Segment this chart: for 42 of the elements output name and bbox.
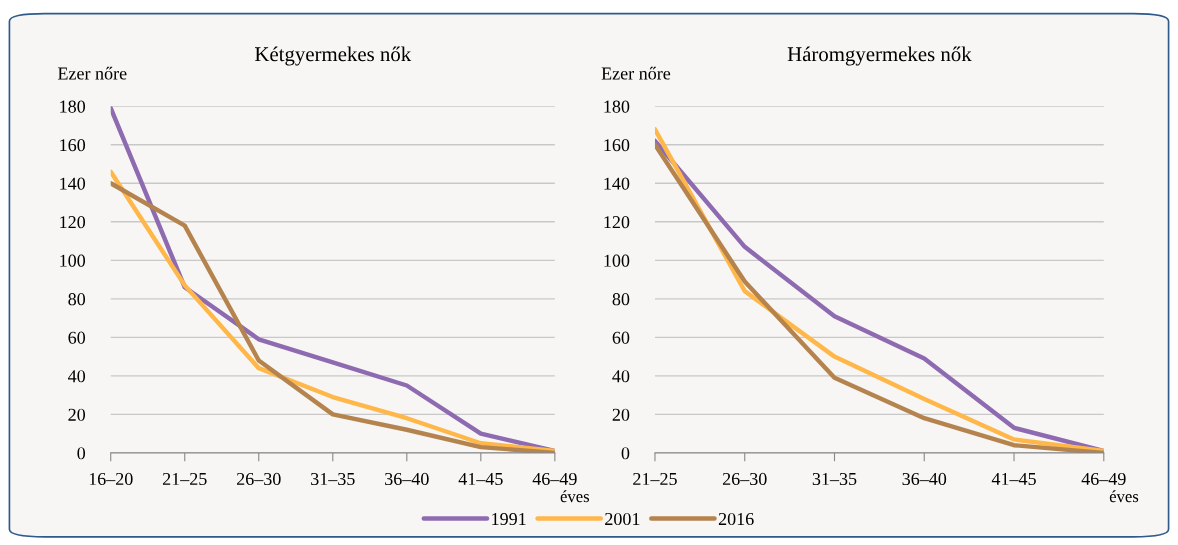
y-tick-label: 100 xyxy=(604,254,630,267)
y-tick-label: 20 xyxy=(68,408,86,421)
y-tick-label: 40 xyxy=(68,370,86,383)
x-tick-label: 41–45 xyxy=(991,472,1036,486)
y-tick-label: 180 xyxy=(60,100,86,113)
chart-title: Háromgyermekes nők xyxy=(787,46,972,66)
y-axis-title: Ezer nőre xyxy=(601,66,671,80)
legend-label: 1991 xyxy=(492,512,526,526)
x-tick-label: 46–49 xyxy=(532,472,577,486)
y-tick-label: 180 xyxy=(604,100,630,113)
x-tick-label: 36–40 xyxy=(385,472,429,486)
chart-title: Kétgyermekes nők xyxy=(254,46,412,66)
x-tick-label: 41–45 xyxy=(458,472,503,486)
x-tick-label: 26–30 xyxy=(722,472,767,486)
y-tick-label: 20 xyxy=(612,408,630,421)
x-tick-label: 26–30 xyxy=(236,472,281,486)
legend-label: 2001 xyxy=(605,512,640,526)
y-tick-label: 60 xyxy=(612,331,630,344)
x-tick-label: 21–25 xyxy=(162,472,207,486)
y-tick-label: 140 xyxy=(604,177,630,190)
y-tick-label: 100 xyxy=(60,254,86,267)
y-tick-label: 0 xyxy=(621,447,630,460)
y-axis-title: Ezer nőre xyxy=(57,66,127,80)
y-tick-label: 60 xyxy=(68,331,86,344)
x-tick-label: 36–40 xyxy=(902,472,947,486)
x-axis-title: éves xyxy=(1109,490,1139,503)
y-tick-label: 80 xyxy=(612,293,630,306)
y-tick-label: 160 xyxy=(604,139,630,152)
x-tick-label: 16–20 xyxy=(89,472,133,486)
y-tick-label: 160 xyxy=(60,139,86,152)
y-tick-label: 80 xyxy=(68,293,86,306)
legend-label: 2016 xyxy=(718,512,754,526)
y-tick-label: 120 xyxy=(60,216,86,229)
y-tick-label: 40 xyxy=(612,370,630,383)
x-tick-label: 31–35 xyxy=(812,472,857,486)
x-tick-label: 21–25 xyxy=(633,472,677,486)
x-tick-label: 31–35 xyxy=(311,472,355,486)
y-tick-label: 120 xyxy=(604,216,630,229)
y-tick-label: 0 xyxy=(77,447,86,460)
y-tick-label: 140 xyxy=(60,177,86,190)
x-tick-label: 46–49 xyxy=(1081,472,1126,486)
x-axis-title: éves xyxy=(560,490,590,503)
